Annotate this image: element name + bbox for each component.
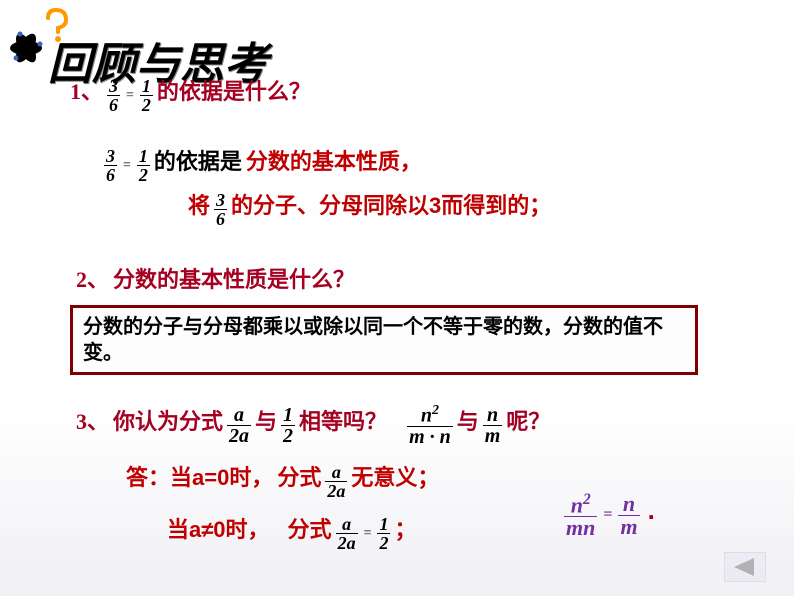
a1-answer: 分数的基本性质， bbox=[246, 149, 422, 174]
eq-sign: = bbox=[364, 526, 372, 541]
q3-mid3: 与 bbox=[457, 409, 479, 434]
eq-sign: = bbox=[123, 158, 131, 173]
q3-number: 3、 bbox=[76, 409, 109, 434]
slide: 回顾与思考 1、 36 = 12 的依据是什么？ 36 = 12 的依据是 分数… bbox=[0, 0, 794, 596]
eq-sign: = bbox=[126, 88, 134, 103]
triangle-left-icon bbox=[724, 552, 766, 582]
q3-mid2: 相等吗？ bbox=[299, 409, 387, 434]
a3l1-mid: 分式 bbox=[277, 465, 321, 490]
eq-sign: = bbox=[603, 506, 612, 523]
question-3: 3、 你认为分式 a2a 与 12 相等吗？ n2 m · n 与 nm 呢？ bbox=[76, 404, 550, 447]
q3-pre: 你认为分式 bbox=[113, 409, 223, 434]
a3l2-frac-b: 12 bbox=[377, 515, 390, 552]
a1l2-post: 的分子、分母同除以3而得到的； bbox=[231, 193, 551, 218]
a1-frac-a: 36 bbox=[104, 147, 117, 184]
a1l2-frac: 36 bbox=[214, 191, 227, 228]
q1-frac-b: 12 bbox=[140, 77, 153, 114]
a3r-dot: . bbox=[648, 495, 655, 525]
answer-3-line-1: 答：当a=0时， 分式 a2a 无意义； bbox=[126, 460, 439, 500]
a1l2-pre: 将 bbox=[188, 193, 210, 218]
answer-3-right: n2 mn = nm . bbox=[564, 492, 655, 539]
a3l2-post: ； bbox=[394, 517, 416, 542]
property-box: 分数的分子与分母都乘以或除以同一个不等于零的数，分数的值不变。 bbox=[70, 305, 698, 375]
a3r-frac-b: nm bbox=[618, 493, 639, 538]
answer-1-line-1: 36 = 12 的依据是 分数的基本性质， bbox=[104, 144, 422, 184]
q3-mid1: 与 bbox=[255, 409, 277, 434]
a3l1-frac: a2a bbox=[325, 463, 347, 500]
back-button[interactable] bbox=[724, 552, 766, 582]
answer-3-line-2: 当a≠0时， 分式 a2a = 12 ； bbox=[167, 512, 416, 552]
q3-tail: 呢？ bbox=[506, 409, 550, 434]
a1-frac-b: 12 bbox=[137, 147, 150, 184]
q3-frac3: n2 m · n bbox=[407, 404, 453, 447]
a3l1-post: 无意义； bbox=[351, 465, 439, 490]
q1-number: 1、 bbox=[70, 79, 103, 104]
a3l2-frac-a: a2a bbox=[336, 515, 358, 552]
a3l1-pre: 答：当a=0时， bbox=[126, 465, 273, 490]
q2-text: 分数的基本性质是什么？ bbox=[113, 267, 355, 292]
a3l2-mid: 分式 bbox=[288, 517, 332, 542]
q3-frac1: a2a bbox=[227, 405, 251, 446]
q1-text: 的依据是什么？ bbox=[157, 79, 311, 104]
q3-frac4: nm bbox=[483, 405, 503, 446]
question-1: 1、 36 = 12 的依据是什么？ bbox=[70, 74, 311, 114]
answer-1-line-2: 将 36 的分子、分母同除以3而得到的； bbox=[188, 188, 551, 228]
a3r-frac-a: n2 mn bbox=[564, 492, 597, 539]
a3l2-pre: 当a≠0时， bbox=[167, 517, 270, 542]
question-2: 2、 分数的基本性质是什么？ bbox=[76, 262, 355, 294]
a1-label: 的依据是 bbox=[154, 149, 242, 174]
q2-number: 2、 bbox=[76, 267, 109, 292]
q3-frac2: 12 bbox=[281, 405, 295, 446]
q1-frac-a: 36 bbox=[107, 77, 120, 114]
